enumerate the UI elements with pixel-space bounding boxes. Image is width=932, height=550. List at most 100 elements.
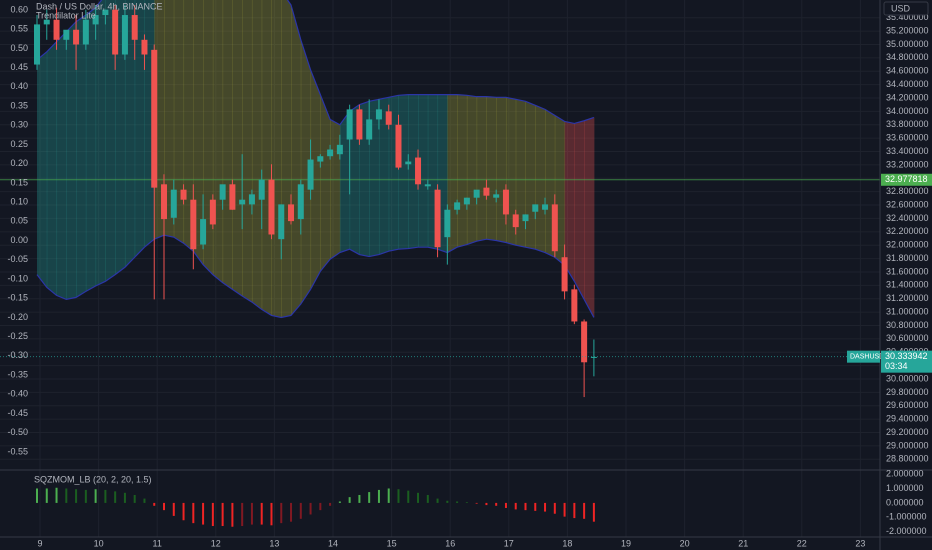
band-fill xyxy=(222,0,233,290)
candle-body xyxy=(131,15,138,40)
momentum-bar xyxy=(133,494,136,503)
y2-tick-label: 0.05 xyxy=(10,216,28,226)
band-fill xyxy=(37,51,48,288)
y-tick-label: 30.000000 xyxy=(886,373,929,383)
momentum-bar xyxy=(348,497,351,503)
y2-tick-label: -0.50 xyxy=(7,427,28,437)
candle-body xyxy=(561,257,568,292)
candle-body xyxy=(502,189,509,215)
y2-tick-label: 0.00 xyxy=(10,235,28,245)
candle-body xyxy=(434,189,441,248)
band-fill xyxy=(46,41,58,296)
band-fill xyxy=(105,0,116,282)
currency-box[interactable] xyxy=(883,1,929,16)
band-fill xyxy=(300,39,312,305)
candle-body xyxy=(82,19,89,45)
momentum-bar xyxy=(250,502,253,525)
band-fill xyxy=(281,0,292,318)
y-tick-label: 33.800000 xyxy=(886,119,929,129)
y2-tick-label: 0.20 xyxy=(10,158,28,168)
momentum-bar xyxy=(163,502,166,511)
momentum-bar xyxy=(221,502,224,527)
candle-body xyxy=(415,157,422,185)
band-fill xyxy=(212,0,224,283)
sub-title: SQZMOM_LB (20, 2, 20, 1.5) xyxy=(34,474,152,484)
x-tick-label: 19 xyxy=(621,538,631,548)
momentum-bar xyxy=(65,488,68,503)
band-fill xyxy=(457,94,468,248)
candle-body xyxy=(385,111,392,125)
x-tick-label: 9 xyxy=(37,538,42,548)
candle-body xyxy=(288,204,295,222)
band-fill xyxy=(164,0,175,238)
band-fill xyxy=(232,0,243,297)
y-tick-label: -2.000000 xyxy=(886,526,927,536)
x-tick-label: 14 xyxy=(328,538,338,548)
momentum-bar xyxy=(475,502,478,504)
x-tick-label: 12 xyxy=(211,538,221,548)
y2-tick-label: 0.40 xyxy=(10,81,28,91)
candle-body xyxy=(112,9,119,55)
symbol-box xyxy=(847,350,880,363)
x-tick-label: 11 xyxy=(153,538,162,548)
band-fill xyxy=(564,121,575,282)
momentum-bar xyxy=(456,501,459,503)
y2-tick-label: 0.30 xyxy=(10,120,28,130)
candle-body xyxy=(571,289,578,322)
candle-body xyxy=(581,321,588,363)
momentum-bar xyxy=(309,502,312,515)
band-fill xyxy=(378,97,390,255)
y-tick-label: 1.000000 xyxy=(886,483,924,493)
candle-body xyxy=(366,119,373,140)
momentum-bar xyxy=(495,502,498,506)
y-tick-label: 30.600000 xyxy=(886,333,929,343)
y2-tick-label: 0.45 xyxy=(10,62,28,72)
candle-body xyxy=(268,179,275,235)
candle-body xyxy=(219,184,226,200)
band-fill xyxy=(134,0,145,258)
candle-body xyxy=(43,19,50,25)
band-fill xyxy=(173,0,185,244)
x-tick-label: 20 xyxy=(680,538,690,548)
momentum-bar xyxy=(45,488,48,503)
y2-tick-label: 0.15 xyxy=(10,177,28,187)
momentum-bar xyxy=(485,502,488,506)
momentum-bar xyxy=(280,502,283,524)
candle-body xyxy=(542,204,549,210)
x-tick-label: 16 xyxy=(445,538,455,548)
band-fill xyxy=(95,0,106,287)
momentum-bar xyxy=(104,489,107,503)
band-fill xyxy=(115,0,126,275)
band-fill xyxy=(291,5,302,316)
band-fill xyxy=(476,96,487,242)
momentum-bar xyxy=(592,502,595,522)
y2-tick-label: -0.25 xyxy=(7,331,28,341)
momentum-bar xyxy=(260,502,263,525)
candle-body xyxy=(346,109,353,140)
last-price-box xyxy=(881,350,932,373)
chart-title: Dash / US Dollar, 4h, BINANCE xyxy=(36,1,163,11)
momentum-bar xyxy=(153,502,156,506)
candle-body xyxy=(121,15,128,55)
band-fill xyxy=(320,94,331,272)
candle-body xyxy=(454,202,461,210)
candle-body xyxy=(63,29,70,40)
candle-body xyxy=(190,199,197,250)
momentum-bar xyxy=(377,489,380,503)
candle-body xyxy=(248,194,255,205)
candle-body xyxy=(483,187,490,196)
x-tick-label: 10 xyxy=(94,538,104,548)
candle-body xyxy=(444,209,451,238)
band-fill xyxy=(261,0,272,316)
y-tick-label: 31.200000 xyxy=(886,293,929,303)
y-tick-label: 29.600000 xyxy=(886,400,929,410)
y2-tick-label: -0.10 xyxy=(7,273,28,283)
x-tick-label: 23 xyxy=(855,538,865,548)
y2-tick-label: 0.10 xyxy=(10,197,28,207)
currency[interactable]: USD xyxy=(891,3,911,13)
candle-body xyxy=(317,156,324,162)
band-line xyxy=(36,0,595,126)
momentum-bar xyxy=(387,488,390,503)
y-tick-label: 35.200000 xyxy=(886,25,929,35)
